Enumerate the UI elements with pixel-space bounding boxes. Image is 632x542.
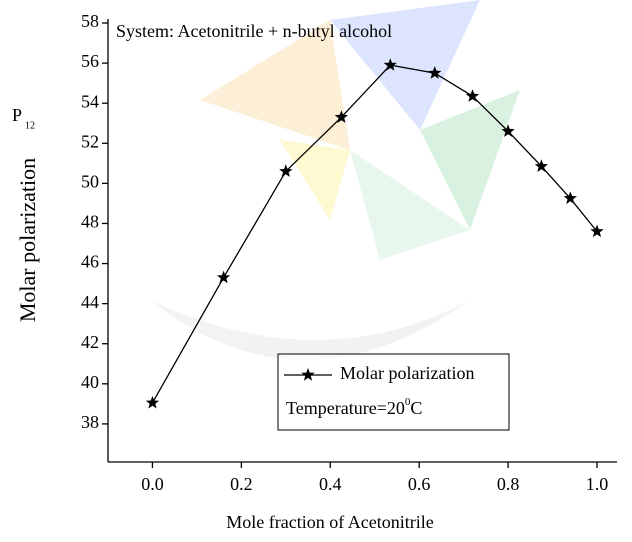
y-tick-label: 42 — [81, 332, 99, 352]
annotation: Temperature=200C — [286, 396, 422, 419]
y-tick-label: 46 — [81, 252, 99, 272]
point — [279, 164, 293, 177]
y-axis-symbol: P — [12, 105, 22, 125]
annotation-superscript: 0 — [405, 396, 411, 408]
watermark — [150, 0, 520, 360]
x-tick-label: 0.8 — [497, 474, 520, 494]
x-tick-label: 0.0 — [141, 474, 164, 494]
point — [334, 110, 348, 123]
x-tick-label: 0.6 — [408, 474, 431, 494]
point — [465, 89, 480, 102]
chart-title: System: Acetonitrile + n-butyl alcohol — [116, 21, 392, 41]
x-tick-label: 0.4 — [319, 474, 342, 494]
y-axis-subscript: 12 — [25, 120, 35, 131]
y-tick-label: 38 — [81, 412, 99, 432]
point — [145, 395, 160, 409]
y-tick-label: 40 — [81, 372, 99, 392]
y-tick-label: 54 — [81, 91, 99, 111]
x-tick-label: 0.2 — [230, 474, 253, 494]
point — [501, 124, 515, 137]
y-axis-label: Molar polarization — [15, 158, 40, 322]
x-axis-label: Mole fraction of Acetonitrile — [226, 512, 433, 532]
legend-box — [277, 353, 510, 431]
point — [216, 270, 231, 284]
y-tick-label: 44 — [81, 292, 99, 312]
point — [383, 58, 397, 71]
x-tick-label: 1.0 — [586, 474, 609, 494]
annotation-text: Temperature=20 — [286, 398, 405, 418]
y-tick-label: 58 — [81, 11, 99, 31]
point — [563, 191, 577, 205]
y-tick-label: 48 — [81, 212, 99, 232]
annotation-suffix: C — [410, 398, 422, 418]
y-tick-label: 50 — [81, 171, 99, 191]
legend-marker — [301, 368, 315, 381]
point — [590, 224, 604, 238]
point — [534, 159, 549, 172]
point — [428, 66, 442, 79]
legend-label: Molar polarization — [340, 363, 474, 383]
y-tick-label: 56 — [81, 51, 99, 71]
y-tick-label: 52 — [81, 131, 99, 151]
